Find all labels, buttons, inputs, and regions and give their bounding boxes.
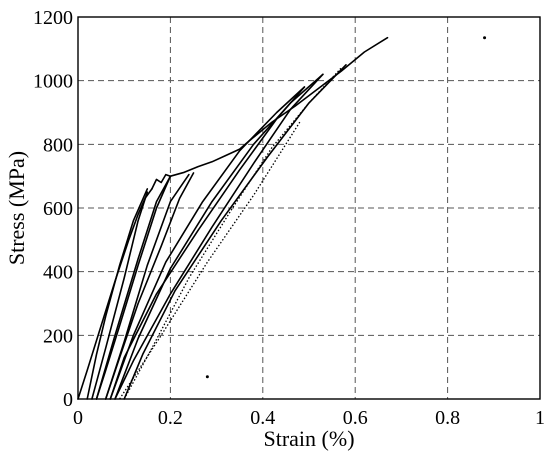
stress-strain-curve <box>169 140 250 177</box>
y-tick-label: 600 <box>43 198 73 220</box>
y-tick-label: 400 <box>43 262 73 284</box>
x-tick-label: 0.2 <box>158 407 183 429</box>
stress-strain-curve <box>109 86 306 400</box>
y-tick-label: 200 <box>43 325 73 347</box>
y-tick-label: 1200 <box>33 7 73 29</box>
stress-strain-curve <box>114 73 324 400</box>
x-tick-label: 1 <box>535 407 545 429</box>
y-tick-label: 0 <box>63 389 73 411</box>
data-point <box>483 36 487 40</box>
points <box>205 36 487 379</box>
y-tick-label: 1000 <box>33 71 73 93</box>
stress-strain-curve <box>119 121 301 400</box>
y-tick-label: 800 <box>43 134 73 156</box>
stress-strain-curve <box>95 175 172 400</box>
curves <box>77 36 389 400</box>
x-axis-label: Strain (%) <box>263 426 354 451</box>
x-tick-label: 0.8 <box>435 407 460 429</box>
stress-strain-curve <box>104 172 195 400</box>
stress-strain-curve <box>248 36 389 142</box>
x-tick-label: 0.6 <box>343 407 368 429</box>
y-tick-labels: 0 200 400 600 800 1000 1200 <box>33 7 73 411</box>
data-point <box>205 375 209 379</box>
stress-strain-curve <box>114 73 324 400</box>
stress-strain-curve <box>86 188 149 400</box>
x-tick-label: 0.4 <box>250 407 275 429</box>
stress-strain-curve <box>123 64 347 400</box>
x-tick-label: 0 <box>73 407 83 429</box>
stress-strain-curve <box>104 173 190 400</box>
stress-strain-curve <box>91 191 149 400</box>
x-tick-labels: 0 0.2 0.4 0.6 0.8 1 <box>73 407 545 429</box>
y-axis-label: Stress (MPa) <box>4 151 29 265</box>
grid <box>78 17 540 399</box>
plot-frame <box>77 16 541 400</box>
stress-strain-curve <box>95 175 172 400</box>
stress-strain-curve <box>151 173 172 190</box>
stress-strain-curve <box>123 67 342 400</box>
